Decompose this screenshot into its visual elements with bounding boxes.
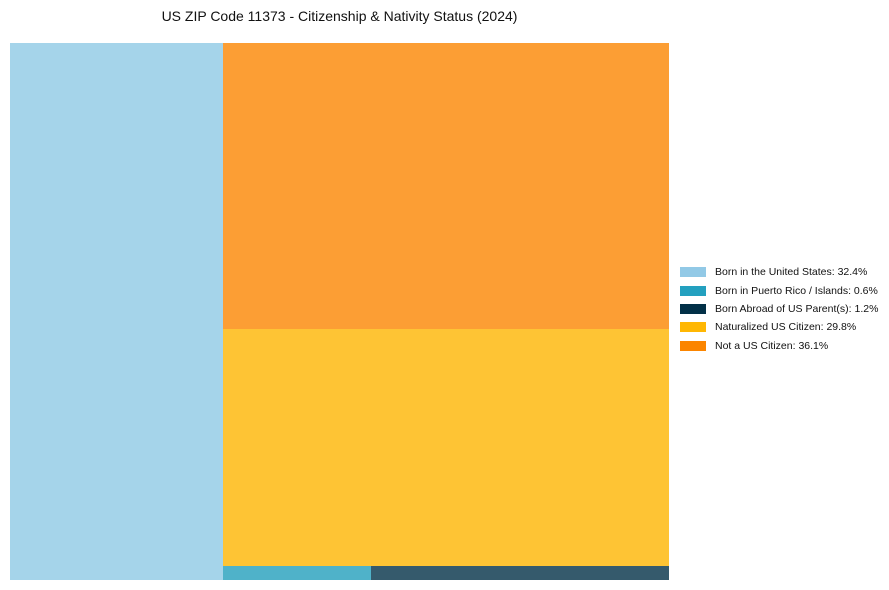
chart-title: US ZIP Code 11373 - Citizenship & Nativi… bbox=[161, 8, 518, 24]
legend-item-naturalized: Naturalized US Citizen: 29.8% bbox=[680, 318, 878, 336]
tile-born-in-us bbox=[10, 43, 223, 580]
legend-label: Born Abroad of US Parent(s): 1.2% bbox=[715, 302, 879, 315]
legend-item-not-citizen: Not a US Citizen: 36.1% bbox=[680, 337, 878, 355]
legend-item-born-abroad: Born Abroad of US Parent(s): 1.2% bbox=[680, 300, 878, 318]
legend-swatch bbox=[680, 303, 706, 314]
tile-born-puerto-rico bbox=[223, 566, 371, 580]
legend-swatch bbox=[680, 267, 706, 278]
treemap-plot-area bbox=[10, 43, 669, 580]
legend-swatch bbox=[680, 340, 706, 351]
legend-swatch bbox=[680, 285, 706, 296]
legend-label: Born in the United States: 32.4% bbox=[715, 266, 868, 279]
tile-born-abroad-us-parents bbox=[371, 566, 669, 580]
legend-swatch bbox=[680, 322, 706, 333]
legend-label: Naturalized US Citizen: 29.8% bbox=[715, 321, 857, 334]
legend-item-born-puerto-rico: Born in Puerto Rico / Islands: 0.6% bbox=[680, 281, 878, 299]
legend: Born in the United States: 32.4% Born in… bbox=[680, 263, 878, 355]
legend-label: Not a US Citizen: 36.1% bbox=[715, 339, 829, 352]
legend-item-born-in-us: Born in the United States: 32.4% bbox=[680, 263, 878, 281]
tile-not-us-citizen bbox=[223, 43, 669, 329]
legend-label: Born in Puerto Rico / Islands: 0.6% bbox=[715, 284, 878, 297]
tile-naturalized-citizen bbox=[223, 329, 669, 566]
